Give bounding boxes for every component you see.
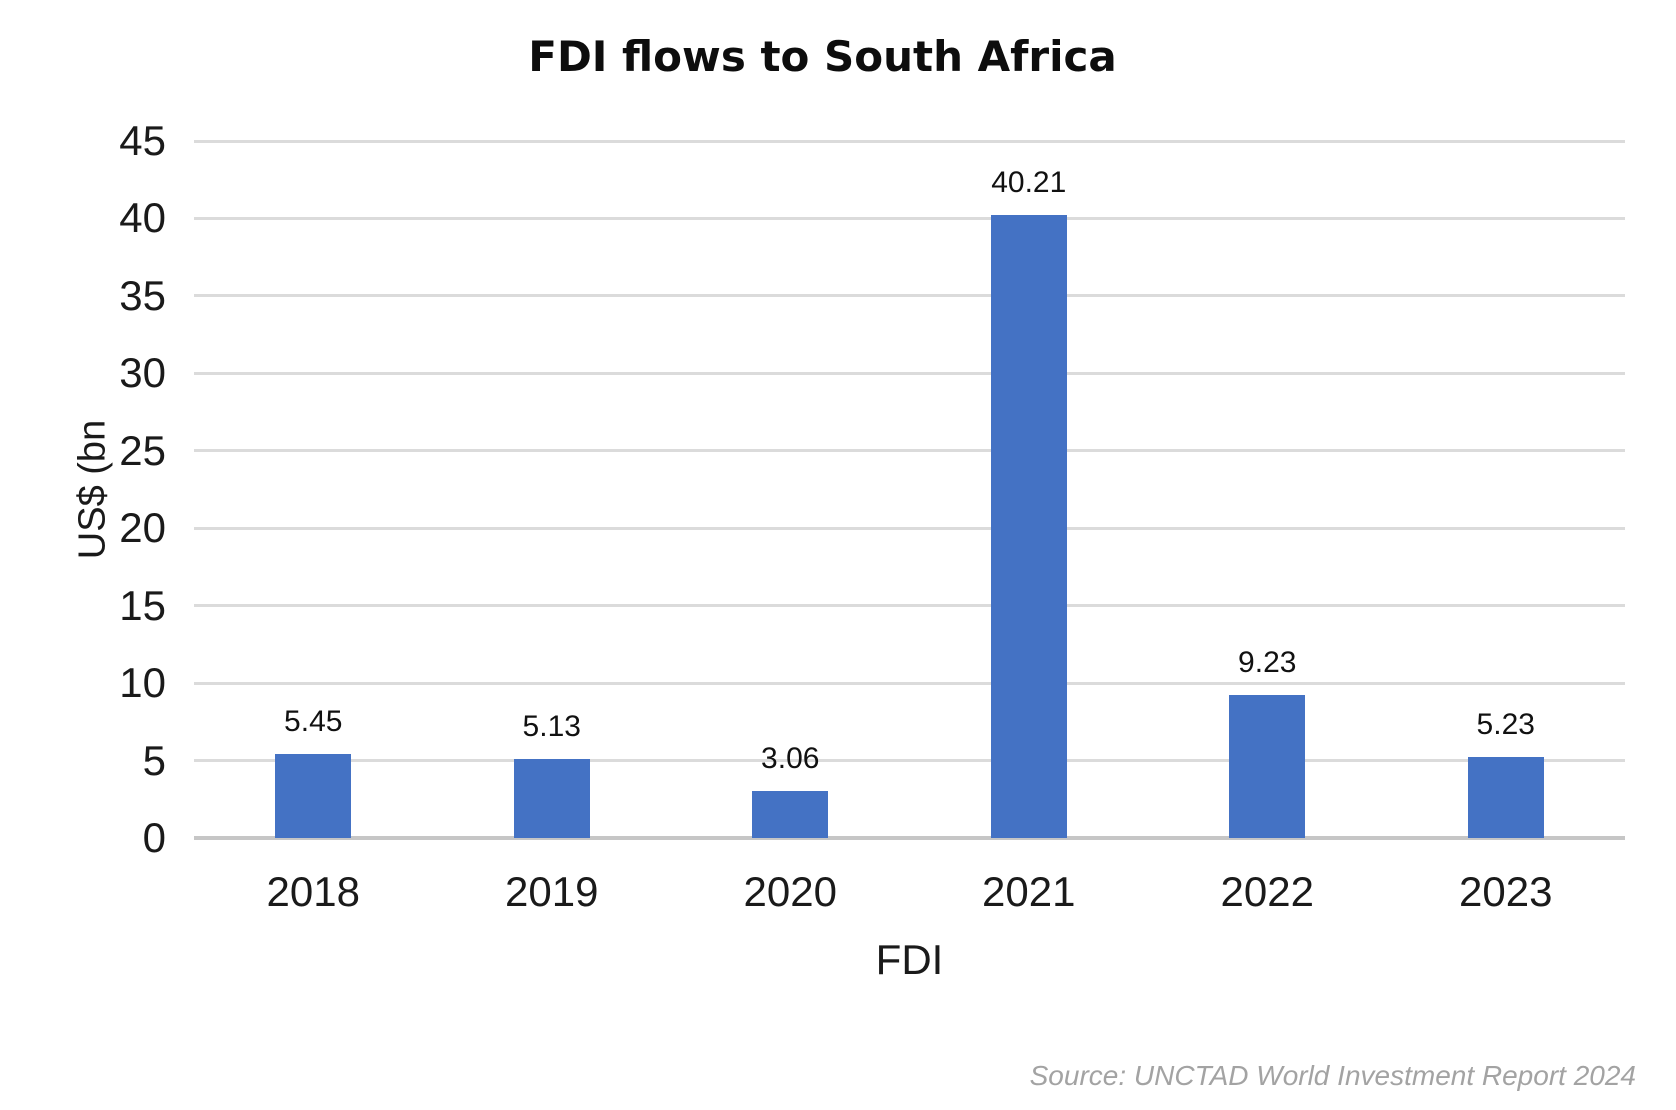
x-tick-label: 2018 xyxy=(266,868,360,915)
y-tick-label: 5 xyxy=(142,736,166,784)
bar-2019 xyxy=(513,758,590,838)
x-tick-label: 2023 xyxy=(1459,868,1553,915)
bar-2020 xyxy=(752,790,829,838)
y-tick-label: 0 xyxy=(142,814,166,861)
gridline xyxy=(194,681,1625,685)
x-axis-title: FDI xyxy=(875,936,944,983)
bar-2021 xyxy=(990,215,1067,838)
bar-2022 xyxy=(1229,695,1306,838)
bar-value-label: 5.45 xyxy=(284,704,343,738)
gridline xyxy=(194,371,1625,375)
gridline xyxy=(194,526,1625,530)
chart-title: FDI flows to South Africa xyxy=(528,32,1117,81)
y-tick-label: 30 xyxy=(119,349,166,397)
gridline xyxy=(194,294,1625,298)
gridline xyxy=(194,139,1625,143)
y-axis-title: US$ (bn xyxy=(71,419,114,560)
x-axis-line xyxy=(194,836,1625,840)
bar-value-label: 9.23 xyxy=(1238,646,1297,680)
bar-value-label: 5.13 xyxy=(522,709,581,743)
y-tick-label: 25 xyxy=(119,426,166,474)
bar-value-label: 3.06 xyxy=(761,741,820,775)
y-tick-label: 40 xyxy=(119,194,166,242)
x-tick-label: 2019 xyxy=(505,868,599,915)
y-tick-label: 45 xyxy=(119,117,166,164)
gridline xyxy=(194,604,1625,608)
y-tick-label: 10 xyxy=(119,659,166,707)
x-tick-label: 2022 xyxy=(1220,868,1314,915)
gridline xyxy=(194,449,1625,453)
x-tick-label: 2020 xyxy=(743,868,837,915)
gridline xyxy=(194,759,1625,763)
y-tick-label: 35 xyxy=(119,271,166,319)
bar-2018 xyxy=(275,753,352,838)
bar-value-label: 5.23 xyxy=(1476,707,1535,741)
bar-value-label: 40.21 xyxy=(991,166,1067,200)
source-note: Source: UNCTAD World Investment Report 2… xyxy=(1029,1060,1636,1091)
y-tick-label: 20 xyxy=(119,504,166,552)
gridline xyxy=(194,216,1625,220)
y-tick-label: 15 xyxy=(119,581,166,629)
bar-2023 xyxy=(1467,756,1544,838)
x-tick-label: 2021 xyxy=(982,868,1076,915)
